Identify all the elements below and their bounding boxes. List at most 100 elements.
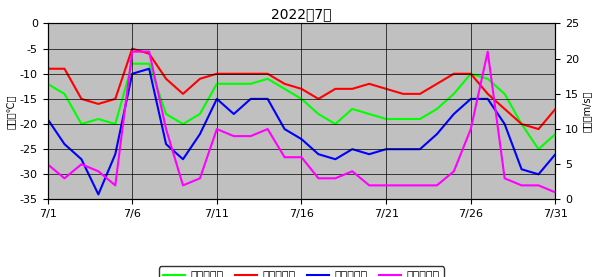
日平均風速 — [484, 50, 491, 53]
日最低気温 — [349, 148, 356, 151]
日平均風速 — [349, 170, 356, 173]
日最高気温 — [332, 87, 339, 91]
日平均風速 — [365, 184, 373, 187]
日最低気温 — [162, 142, 170, 146]
Title: 2022年7月: 2022年7月 — [271, 7, 332, 21]
日最高気温 — [433, 82, 440, 86]
日最低気温 — [196, 132, 204, 136]
日平均気温 — [129, 62, 136, 65]
日最低気温 — [264, 97, 271, 101]
日最低気温 — [518, 168, 525, 171]
日平均気温 — [44, 82, 51, 86]
日平均風速 — [162, 127, 170, 131]
日平均気温 — [365, 112, 373, 116]
日最低気温 — [501, 122, 508, 126]
日最低気温 — [383, 148, 390, 151]
日最高気温 — [501, 107, 508, 111]
日平均気温 — [315, 112, 322, 116]
日最低気温 — [484, 97, 491, 101]
日最低気温 — [535, 173, 542, 176]
日平均気温 — [501, 92, 508, 96]
日最高気温 — [95, 102, 102, 106]
日平均風速 — [44, 163, 51, 166]
日平均風速 — [281, 156, 288, 159]
日平均気温 — [111, 122, 119, 126]
日最低気温 — [416, 148, 423, 151]
日平均気温 — [230, 82, 237, 86]
日最高気温 — [298, 87, 305, 91]
日平均気温 — [484, 77, 491, 80]
日平均気温 — [332, 122, 339, 126]
日最低気温 — [180, 158, 187, 161]
日最低気温 — [111, 153, 119, 156]
日最高気温 — [247, 72, 255, 75]
日最低気温 — [433, 132, 440, 136]
日平均風速 — [298, 156, 305, 159]
日最低気温 — [450, 112, 458, 116]
Line: 日最低気温: 日最低気温 — [47, 69, 555, 194]
日最低気温 — [298, 137, 305, 141]
日最高気温 — [180, 92, 187, 96]
日最低気温 — [247, 97, 255, 101]
日最高気温 — [349, 87, 356, 91]
日平均気温 — [180, 122, 187, 126]
Y-axis label: 風速（m/s）: 風速（m/s） — [582, 91, 592, 132]
日平均風速 — [247, 134, 255, 138]
日最低気温 — [44, 117, 51, 121]
日平均風速 — [196, 177, 204, 180]
日平均風速 — [111, 184, 119, 187]
日平均風速 — [433, 184, 440, 187]
日最高気温 — [196, 77, 204, 80]
日平均風速 — [129, 50, 136, 53]
Line: 日平均気温: 日平均気温 — [47, 64, 555, 149]
日最低気温 — [315, 153, 322, 156]
日最低気温 — [95, 193, 102, 196]
日平均風速 — [230, 134, 237, 138]
日最高気温 — [552, 107, 559, 111]
日平均気温 — [433, 107, 440, 111]
日最高気温 — [78, 97, 85, 101]
日最低気温 — [61, 142, 68, 146]
日最高気温 — [230, 72, 237, 75]
日最低気温 — [467, 97, 474, 101]
日平均気温 — [95, 117, 102, 121]
日平均風速 — [535, 184, 542, 187]
日平均気温 — [349, 107, 356, 111]
日最高気温 — [416, 92, 423, 96]
日平均風速 — [416, 184, 423, 187]
日最高気温 — [61, 67, 68, 70]
日最高気温 — [129, 47, 136, 50]
日平均風速 — [180, 184, 187, 187]
日平均風速 — [400, 184, 407, 187]
日平均風速 — [78, 163, 85, 166]
日平均気温 — [196, 112, 204, 116]
日平均気温 — [247, 82, 255, 86]
日平均気温 — [78, 122, 85, 126]
日平均気温 — [467, 72, 474, 75]
日平均気温 — [518, 122, 525, 126]
日最高気温 — [383, 87, 390, 91]
日最高気温 — [111, 97, 119, 101]
日最低気温 — [213, 97, 220, 101]
日平均気温 — [162, 112, 170, 116]
日平均気温 — [450, 92, 458, 96]
Y-axis label: 気温（℃）: 気温（℃） — [7, 94, 17, 129]
日平均風速 — [501, 177, 508, 180]
日最低気温 — [146, 67, 153, 70]
日平均気温 — [264, 77, 271, 80]
日最高気温 — [467, 72, 474, 75]
日最低気温 — [230, 112, 237, 116]
日最低気温 — [332, 158, 339, 161]
日最高気温 — [315, 97, 322, 101]
日平均気温 — [298, 97, 305, 101]
日最高気温 — [484, 92, 491, 96]
日平均風速 — [450, 170, 458, 173]
日最低気温 — [78, 158, 85, 161]
日平均風速 — [146, 50, 153, 53]
Line: 日最高気温: 日最高気温 — [47, 49, 555, 129]
日平均風速 — [95, 170, 102, 173]
日平均気温 — [146, 62, 153, 65]
日平均気温 — [416, 117, 423, 121]
日最低気温 — [281, 127, 288, 131]
日平均気温 — [383, 117, 390, 121]
